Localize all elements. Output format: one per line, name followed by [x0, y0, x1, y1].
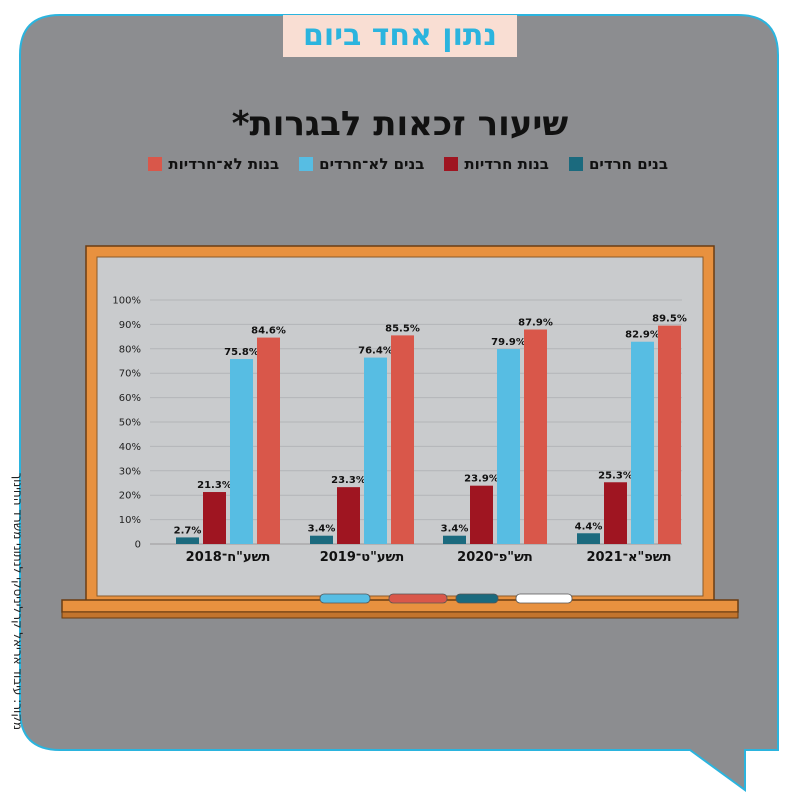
chalk-piece: [388, 593, 448, 604]
legend-swatch: [148, 157, 163, 171]
y-tick-label: 70%: [119, 369, 141, 380]
y-tick-label: 20%: [119, 491, 141, 502]
y-tick-label: 30%: [119, 466, 141, 477]
legend-item: בנות חרדיות: [444, 155, 549, 173]
legend-label: בנות חרדיות: [464, 155, 549, 173]
bar-value-label: 75.8%: [224, 347, 259, 358]
bar-value-label: 2.7%: [174, 525, 202, 536]
bar-value-label: 3.4%: [441, 524, 469, 535]
legend-label: בנים חרדים: [588, 155, 668, 173]
category-label: תשע"ט־2019: [320, 550, 405, 565]
legend-label: בנים לא־חרדים: [319, 155, 425, 173]
chalk-piece: [515, 593, 573, 604]
bar-value-label: 82.9%: [625, 330, 660, 341]
bar-value-label: 3.4%: [308, 524, 336, 535]
legend-item: בנות לא־חרדיות: [148, 155, 279, 173]
bar-value-label: 4.4%: [575, 521, 603, 532]
y-tick-label: 50%: [119, 418, 141, 429]
bar-value-label: 25.3%: [598, 470, 633, 481]
legend: בנות לא־חרדיות בנים לא־חרדים בנות חרדיות בנ…: [148, 152, 668, 176]
legend-swatch: [444, 157, 459, 171]
legend-label: בנות לא־חרדיות: [168, 155, 280, 173]
chalk-piece: [455, 593, 499, 604]
chalk-ledge-front: [61, 611, 739, 619]
bar: [524, 329, 547, 544]
bar-value-label: 79.9%: [491, 337, 526, 348]
bar-value-label: 23.3%: [331, 475, 366, 486]
y-tick-label: 0: [135, 540, 141, 551]
chart-title: שיעור זכאות לבגרות*: [231, 104, 569, 144]
bar: [176, 537, 199, 544]
category-labels: תשפ"א־2021 תש"פ־2020 תשע"ט־2019 תשע"ח־2018: [186, 550, 672, 565]
bar: [203, 492, 226, 544]
bar: [470, 485, 493, 544]
y-tick-label: 100%: [112, 296, 141, 307]
bars: 4.4% 25.3% 82.9% 89.5% 3.4% 23.9% 79.9% 87.9% 3.…: [174, 314, 687, 544]
bar: [257, 337, 280, 544]
bar: [631, 341, 654, 544]
bar-value-label: 89.5%: [652, 314, 687, 325]
y-axis: 0 10% 20% 30% 40% 50% 60% 70% 80% 90% 100%: [112, 296, 141, 551]
legend-swatch: [568, 157, 583, 171]
bar-value-label: 87.9%: [518, 318, 553, 329]
y-tick-label: 90%: [119, 320, 141, 331]
legend-item: בנים חרדים: [568, 155, 668, 173]
category-label: תשע"ח־2018: [186, 550, 271, 565]
chalk-pieces: [319, 593, 573, 604]
legend-item: בנים לא־חרדים: [299, 155, 424, 173]
banner: נתון אחד ביום: [283, 15, 517, 57]
y-tick-label: 60%: [119, 393, 141, 404]
bar: [337, 487, 360, 544]
bar-value-label: 76.4%: [358, 346, 393, 357]
bar: [391, 335, 414, 544]
y-tick-label: 80%: [119, 344, 141, 355]
bar: [364, 357, 387, 544]
bar: [443, 535, 466, 544]
bar: [310, 535, 333, 544]
bar: [497, 349, 520, 544]
category-label: תשפ"א־2021: [586, 550, 671, 565]
bar: [658, 325, 681, 544]
bar: [577, 533, 600, 544]
bar: [604, 482, 627, 544]
y-tick-label: 40%: [119, 442, 141, 453]
bar-value-label: 21.3%: [197, 480, 232, 491]
y-tick-label: 10%: [119, 515, 141, 526]
chalk-piece: [319, 593, 371, 604]
bar-value-label: 85.5%: [385, 323, 420, 334]
legend-swatch: [299, 157, 314, 171]
bar-value-label: 23.9%: [464, 474, 499, 485]
banner-text: נתון אחד ביום: [303, 18, 497, 53]
bar: [230, 359, 253, 544]
category-label: תש"פ־2020: [457, 550, 533, 565]
bar-value-label: 84.6%: [251, 326, 286, 337]
